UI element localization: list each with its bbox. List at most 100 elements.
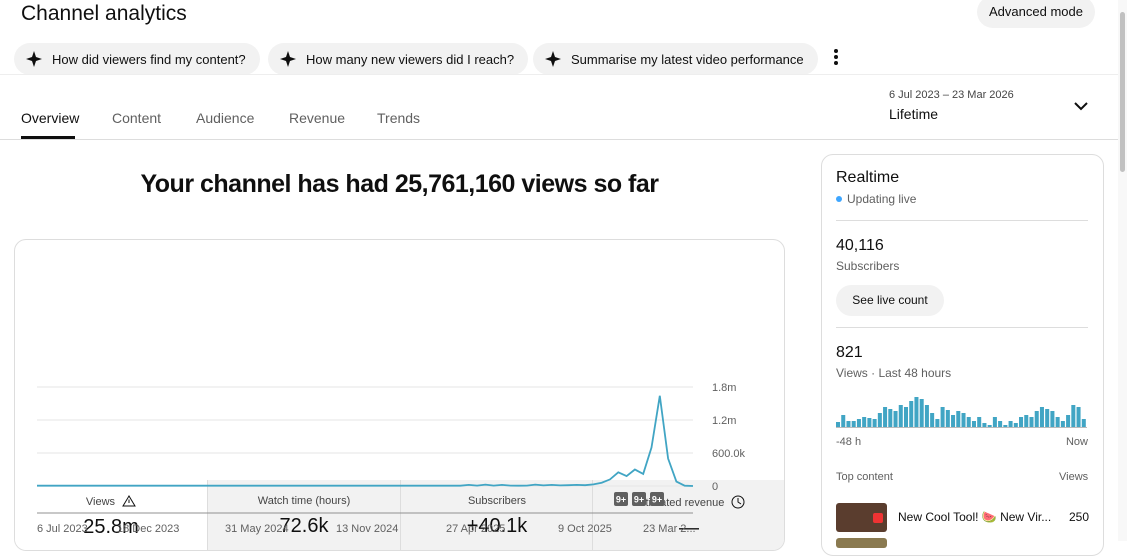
views-chart: 0 600.0k 1.2m 1.8m 6 Jul 2023 18 Dec 2023 31 M… [37,382,746,535]
y-tick-label: 1.2m [712,415,736,427]
divider [836,220,1088,221]
metric-label: Views [15,495,207,508]
prompt-chip[interactable]: How did viewers find my content? [14,43,260,75]
prompt-text: How many new viewers did I reach? [306,51,515,67]
views-header: Views [1059,471,1089,483]
y-tick-label: 600.0k [712,448,746,460]
bar [1019,417,1024,427]
bar [1071,405,1076,427]
bar [872,419,877,427]
subscriber-label: Subscribers [836,259,900,273]
metric-tab[interactable]: Watch time (hours) 72.6k [207,480,400,550]
bar [888,409,893,427]
bar [940,407,945,427]
bar [998,421,1003,427]
views-line [37,395,694,487]
bar [914,397,919,427]
metrics-card: Views 25.8m Watch time (hours) 72.6k Subs… [14,239,785,551]
divider [0,74,1118,75]
divider [836,327,1088,328]
axis-label: Now [1066,436,1088,448]
bar [1045,409,1050,427]
y-tick-label: 1.8m [712,382,736,394]
bar [930,413,935,427]
x-tick-label: 9 Oct 2025 [558,523,612,535]
bar [1081,419,1086,427]
x-tick-label: 27 Apr 2025 [446,523,505,535]
badge [632,492,646,506]
metric-tab[interactable]: Views 25.8m [15,480,207,550]
bar [841,415,846,427]
metric-value: 25.8m [83,516,139,538]
date-label[interactable]: Lifetime [889,106,939,122]
axis-label: -48 h [836,436,861,448]
x-tick-label: 31 May 2024 [225,523,289,535]
bar [919,399,924,427]
bar [1039,407,1044,427]
live-count-button[interactable]: See live count [836,285,944,316]
realtime-card [821,154,1104,556]
bar [935,419,940,427]
realtime-status: Updating live [836,192,916,206]
bar [1050,411,1055,427]
prompt-text: How did viewers find my content? [52,51,246,67]
more-menu[interactable] [830,48,842,68]
badge-label: 9+ [634,495,644,505]
metric-label-text: Views [85,496,116,508]
x-tick-label: 18 Dec 2023 [117,523,179,535]
tab[interactable]: Revenue [289,110,346,126]
bar [987,425,992,427]
advanced-mode-button[interactable]: Advanced mode [977,0,1095,28]
metric-tab[interactable]: Estimated revenue — [592,480,784,550]
bar [971,421,976,427]
x-tick-label: 6 Jul 2023 [37,523,88,535]
prompt-chip[interactable]: Summarise my latest video performance [533,43,818,75]
thumbnail[interactable] [836,538,887,548]
bar [1013,423,1018,427]
prompt-chip[interactable]: How many new viewers did I reach? [268,43,529,75]
tab[interactable]: Overview [21,110,80,126]
subscriber-count: 40,116 [836,237,884,254]
badge-label: 9+ [616,495,626,505]
headline: Your channel has had 25,761,160 views so… [140,170,659,198]
date-range: 6 Jul 2023 – 23 Mar 2026 [889,89,1014,101]
bar [1076,407,1081,427]
content-title[interactable]: New Cool Tool! 🍉 New Vir... [898,510,1052,524]
bar [1024,415,1029,427]
bar [1008,421,1013,427]
bar [898,405,903,427]
bar [846,421,851,427]
x-tick-label: 23 Mar 2... [643,523,696,535]
metric-tab[interactable]: Subscribers +40.1k [400,480,593,550]
bar [836,422,841,427]
tab[interactable]: Audience [196,110,255,126]
bar [903,407,909,427]
bar [977,417,982,427]
divider [0,139,1118,140]
badge [614,492,628,506]
x-tick-label: 13 Nov 2024 [336,523,398,535]
realtime-views: 821 [836,344,863,361]
tab[interactable]: Trends [377,110,421,126]
bar [1029,417,1034,427]
dropdown-arrow[interactable] [1073,101,1089,113]
bar [1066,415,1071,427]
top-content-title: Top content [836,471,893,483]
realtime-title: Realtime [836,169,900,186]
scrollbar[interactable] [1118,0,1127,541]
bar [924,405,929,427]
y-tick-label: 0 [712,481,718,493]
bar [893,411,898,427]
thumbnail[interactable] [836,503,887,532]
bar [961,413,966,427]
bar [867,418,872,427]
metric-value: — [679,517,699,539]
bar [851,421,856,427]
tab[interactable]: Content [112,110,162,126]
page-title: Channel analytics [21,2,187,25]
content-views: 250 [1069,510,1090,524]
metric-value: +40.1k [466,515,528,537]
bar [1060,421,1065,427]
bar [945,410,950,427]
